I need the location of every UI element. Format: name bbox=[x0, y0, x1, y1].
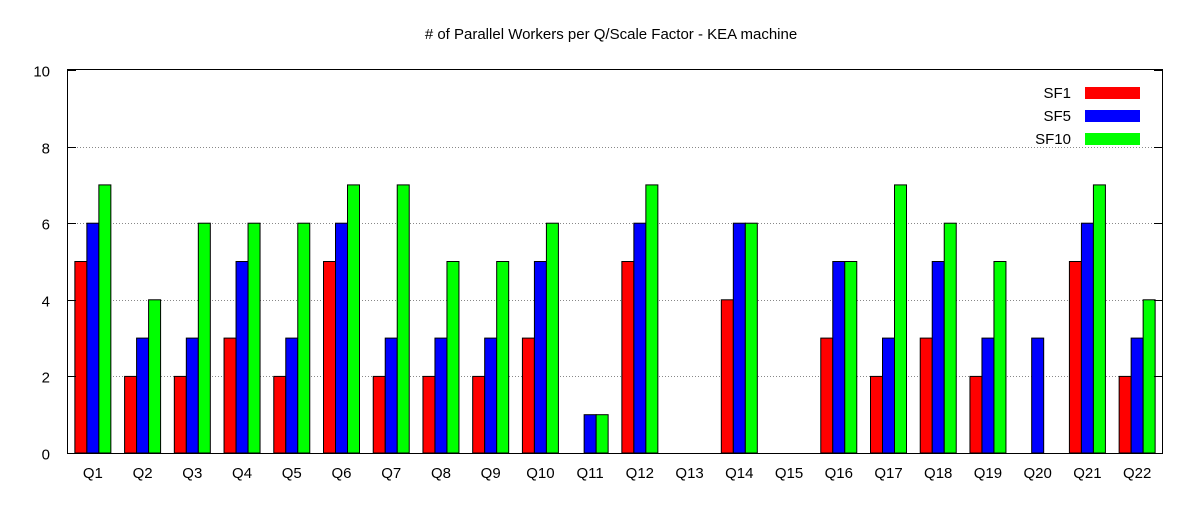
x-tick-label: Q5 bbox=[282, 465, 302, 482]
x-tick-label: Q14 bbox=[725, 465, 753, 482]
x-tick-label: Q9 bbox=[481, 465, 501, 482]
bar-sf5-q8 bbox=[434, 337, 448, 454]
grid-layer bbox=[68, 147, 1162, 377]
y-tick-label: 0 bbox=[42, 447, 50, 464]
bar-sf10-q21 bbox=[1092, 184, 1106, 454]
y-tick-label: 8 bbox=[42, 141, 50, 158]
x-tick-label: Q1 bbox=[83, 465, 103, 482]
bar-sf10-q4 bbox=[247, 222, 261, 454]
x-tick-label: Q19 bbox=[974, 465, 1002, 482]
bar-sf1-q19 bbox=[969, 375, 983, 454]
legend-swatch bbox=[1085, 87, 1140, 99]
bar-sf1-q10 bbox=[521, 337, 535, 454]
legend-swatch bbox=[1085, 133, 1140, 145]
bar-sf5-q3 bbox=[185, 337, 199, 454]
bar-sf5-q4 bbox=[235, 261, 249, 454]
bar-sf1-q5 bbox=[273, 375, 287, 454]
legend-label: SF1 bbox=[1043, 85, 1071, 102]
bar-sf1-q8 bbox=[422, 375, 436, 454]
bar-sf5-q20 bbox=[1031, 337, 1045, 454]
bar-sf5-q6 bbox=[335, 222, 348, 454]
bar-sf1-q12 bbox=[621, 261, 635, 454]
legend-swatch bbox=[1085, 110, 1140, 122]
bar-sf5-q19 bbox=[981, 337, 995, 454]
bar-sf10-q3 bbox=[197, 222, 211, 454]
bar-sf1-q2 bbox=[124, 375, 138, 454]
bar-sf10-q6 bbox=[347, 184, 360, 454]
bar-sf5-q11 bbox=[583, 414, 597, 454]
bar-sf10-q8 bbox=[446, 261, 460, 454]
x-tick-label: Q7 bbox=[381, 465, 401, 482]
bar-sf10-q10 bbox=[545, 222, 559, 454]
bar-sf10-q18 bbox=[943, 222, 957, 454]
bar-sf10-q2 bbox=[148, 299, 162, 454]
x-tick-label: Q10 bbox=[526, 465, 554, 482]
bars-layer bbox=[74, 184, 1156, 454]
bar-sf1-q22 bbox=[1118, 375, 1132, 454]
bar-sf5-q18 bbox=[931, 261, 945, 454]
bar-sf10-q7 bbox=[396, 184, 410, 454]
bar-sf5-q2 bbox=[136, 337, 150, 454]
bar-sf1-q17 bbox=[870, 375, 883, 454]
bar-sf1-q16 bbox=[820, 337, 834, 454]
bar-sf1-q4 bbox=[223, 337, 237, 454]
x-tick-label: Q11 bbox=[577, 465, 604, 482]
y-tick-label: 6 bbox=[42, 217, 50, 234]
bar-sf10-q14 bbox=[744, 222, 758, 454]
legend: SF1 SF5 SF10 bbox=[1035, 85, 1140, 148]
chart-title: # of Parallel Workers per Q/Scale Factor… bbox=[425, 26, 797, 43]
bar-sf10-q11 bbox=[595, 414, 609, 454]
x-tick-label: Q12 bbox=[626, 465, 654, 482]
x-tick-label: Q22 bbox=[1123, 465, 1151, 482]
bar-sf5-q16 bbox=[832, 261, 846, 454]
x-tick-label: Q17 bbox=[874, 465, 902, 482]
bar-sf5-q7 bbox=[384, 337, 398, 454]
y-tick-label: 10 bbox=[33, 64, 50, 81]
bar-sf1-q21 bbox=[1068, 261, 1082, 454]
bar-sf1-q18 bbox=[919, 337, 933, 454]
x-tick-label: Q18 bbox=[924, 465, 952, 482]
x-tick-label: Q16 bbox=[825, 465, 853, 482]
bar-sf5-q10 bbox=[533, 261, 547, 454]
bar-sf5-q17 bbox=[882, 337, 895, 454]
y-tick-label: 4 bbox=[42, 294, 50, 311]
bar-sf1-q1 bbox=[74, 261, 88, 454]
axis-layer: 0 2 4 6 8 10 Q1 Q2 Q3 Q4 Q5 Q6 Q7 Q8 Q9 Q10 Q11 Q12 Q13 Q14… bbox=[33, 64, 1162, 482]
bar-sf1-q9 bbox=[472, 375, 486, 454]
bar-sf10-q19 bbox=[993, 261, 1007, 454]
bar-sf10-q9 bbox=[496, 261, 510, 454]
x-tick-label: Q13 bbox=[675, 465, 703, 482]
x-tick-label: Q6 bbox=[331, 465, 351, 482]
bar-sf10-q5 bbox=[297, 222, 311, 454]
bar-sf1-q3 bbox=[173, 375, 187, 454]
x-tick-label: Q8 bbox=[431, 465, 451, 482]
y-tick-label: 2 bbox=[42, 370, 50, 387]
bar-sf1-q14 bbox=[720, 299, 734, 454]
bar-sf5-q14 bbox=[732, 222, 746, 454]
bar-sf1-q7 bbox=[372, 375, 386, 454]
bar-sf5-q9 bbox=[484, 337, 498, 454]
x-tick-label: Q15 bbox=[775, 465, 803, 482]
bar-sf5-q1 bbox=[86, 222, 100, 454]
bar-sf10-q16 bbox=[844, 261, 858, 454]
bar-sf10-q12 bbox=[645, 184, 659, 454]
x-tick-label: Q2 bbox=[133, 465, 153, 482]
bar-sf5-q5 bbox=[285, 337, 299, 454]
bar-sf10-q1 bbox=[98, 184, 112, 454]
x-tick-label: Q21 bbox=[1073, 465, 1101, 482]
bar-sf5-q12 bbox=[633, 222, 647, 454]
legend-label: SF10 bbox=[1035, 131, 1071, 148]
plot-frame bbox=[67, 69, 1163, 454]
x-tick-label: Q20 bbox=[1024, 465, 1052, 482]
bar-sf1-q6 bbox=[323, 261, 336, 454]
x-tick-label: Q3 bbox=[182, 465, 202, 482]
x-tick-label: Q4 bbox=[232, 465, 252, 482]
bar-sf10-q17 bbox=[894, 184, 907, 454]
bar-sf10-q22 bbox=[1142, 299, 1156, 454]
bar-sf5-q22 bbox=[1130, 337, 1144, 454]
bar-sf5-q21 bbox=[1080, 222, 1094, 454]
legend-label: SF5 bbox=[1043, 108, 1071, 125]
